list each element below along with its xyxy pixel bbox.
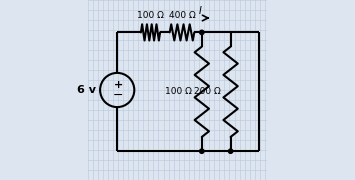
Text: 200 Ω: 200 Ω (194, 87, 221, 96)
Text: 6 v: 6 v (77, 85, 95, 95)
Text: +: + (114, 80, 123, 90)
Text: 100 Ω: 100 Ω (137, 11, 164, 20)
Text: −: − (113, 89, 123, 102)
Circle shape (228, 149, 233, 153)
Circle shape (200, 149, 204, 153)
Text: I: I (199, 6, 202, 16)
Text: 100 Ω: 100 Ω (165, 87, 192, 96)
Circle shape (200, 30, 204, 35)
Text: 400 Ω: 400 Ω (169, 11, 195, 20)
